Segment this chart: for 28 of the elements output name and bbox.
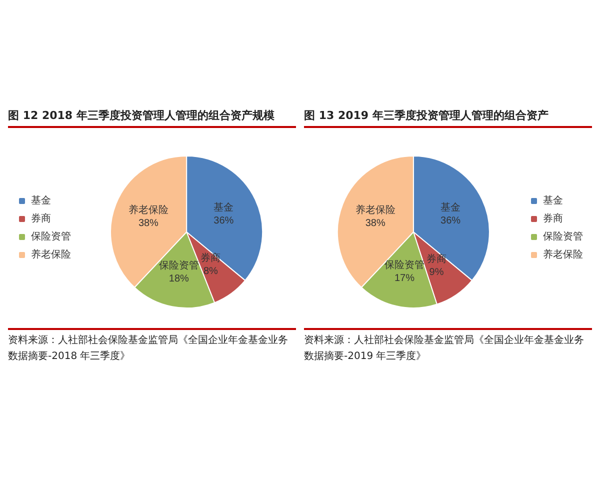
data-label: 8% — [203, 266, 218, 278]
legend-label: 基金 — [31, 194, 51, 206]
slice-label: 保险资管 — [384, 259, 424, 272]
chart-title: 图 12 2018 年三季度投资管理人管理的组合资产规模 — [8, 108, 296, 128]
legend-label: 保险资管 — [31, 230, 71, 242]
slice-label: 养老保险 — [128, 204, 168, 216]
slice-label: 券商 — [200, 252, 221, 264]
data-label: 36% — [440, 216, 461, 227]
legend-label: 基金 — [543, 194, 563, 206]
data-label: 17% — [394, 273, 415, 284]
slice-label: 基金 — [214, 202, 234, 214]
legend-label: 养老保险 — [31, 248, 71, 260]
chart-title: 图 13 2019 年三季度投资管理人管理的组合资产 — [304, 108, 592, 128]
data-label: 36% — [214, 216, 234, 227]
legend-label: 券商 — [543, 212, 563, 224]
slice-label: 保险资管 — [158, 259, 199, 272]
legend-label: 券商 — [31, 212, 51, 224]
data-label: 38% — [365, 218, 386, 229]
slice-label: 基金 — [440, 202, 461, 214]
text: 资料来源：人社部社会保险基金监管局《全国企业年金基金业务数据摘要-2018 年三季度》 — [8, 328, 296, 365]
legend-label: 养老保险 — [543, 248, 583, 260]
slice-label: 养老保险 — [355, 204, 396, 216]
data-label: 38% — [138, 218, 159, 229]
legend-label: 保险资管 — [543, 230, 583, 242]
data-label: 18% — [168, 273, 189, 284]
text: 资料来源：人社部社会保险基金监管局《全国企业年金基金业务数据摘要-2019 年三季度》 — [304, 328, 592, 365]
data-label: 9% — [429, 266, 444, 278]
slice-label: 券商 — [426, 252, 446, 265]
